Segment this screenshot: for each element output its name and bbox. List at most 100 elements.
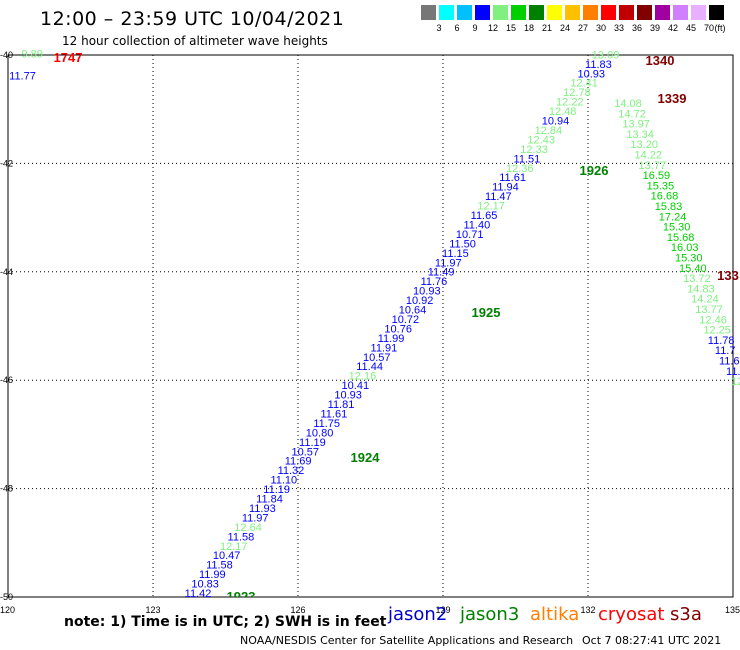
swh-observation: 12.22 <box>556 97 584 109</box>
x-tick-label: 126 <box>290 605 305 615</box>
mission-label-cryosat: cryosat <box>598 604 665 625</box>
swh-observation: 11.78 <box>708 335 735 347</box>
colorbar-swatch <box>619 5 634 20</box>
colorbar-swatch <box>475 5 490 20</box>
swh-observation: 10.57 <box>363 352 391 364</box>
colorbar-swatch <box>421 5 436 20</box>
colorbar-unit: (ft) <box>714 23 726 33</box>
swh-observation: 11.58 <box>228 531 255 543</box>
pass-time-label: 1747 <box>54 50 83 65</box>
swh-observation: 15.83 <box>655 201 683 213</box>
swh-observation: 10.47 <box>213 550 241 562</box>
pass-time-label: 1924 <box>351 450 381 465</box>
swh-observation: 11.77 <box>9 70 36 82</box>
swh-observation: 13.97 <box>622 119 650 131</box>
pass-time-label: 1925 <box>472 305 501 320</box>
colorbar-tick-label: 9 <box>472 23 478 33</box>
y-tick-label: -42 <box>0 158 13 168</box>
swh-observation: 13.72 <box>683 273 711 285</box>
swh-observation: 11.51 <box>514 153 541 165</box>
swh-observation: 15.68 <box>667 232 695 244</box>
colorbar-tick-label: 3 <box>436 23 442 33</box>
colorbar-tick-label: 6 <box>454 23 460 33</box>
swh-observation: 12.33 <box>520 144 548 156</box>
generated-timestamp: Oct 7 08:27:41 UTC 2021 <box>582 634 722 647</box>
colorbar-swatch <box>637 5 652 20</box>
x-tick-label: 129 <box>435 605 450 615</box>
swh-observation: 9.89 <box>21 49 42 61</box>
swh-observation: 14.24 <box>691 294 719 306</box>
swh-observation: 12.17 <box>477 201 505 213</box>
colorbar-tick-label: 70 <box>703 23 714 33</box>
swh-observation: 11.61 <box>320 408 347 420</box>
colorbar-swatch <box>529 5 544 20</box>
x-tick-label: 120 <box>0 605 15 615</box>
colorbar-tick-label: 36 <box>631 23 642 33</box>
swh-observation: 11.19 <box>299 437 326 449</box>
colorbar-tick-label: 12 <box>487 23 498 33</box>
swh-observation: 10.83 <box>191 579 219 591</box>
chart-subtitle: 12 hour collection of altimeter wave hei… <box>62 34 328 48</box>
swh-observation: 12.25 <box>703 325 731 337</box>
swh-observation: 11.65 <box>471 210 498 222</box>
colorbar-tick-label: 18 <box>523 23 534 33</box>
swh-observation: 15.35 <box>647 180 675 192</box>
observations-layer: 9.8911.7711.4210.8311.9911.5810.4712.171… <box>9 49 740 597</box>
swh-observation: 11.97 <box>242 512 269 524</box>
swh-observation: 11.76 <box>421 276 448 288</box>
pass-time-label: 133 <box>717 268 739 283</box>
swh-observation: 12.17 <box>220 541 248 553</box>
swh-observation: 11.49 <box>428 267 455 279</box>
swh-observation: 11.7 <box>715 345 736 357</box>
swh-observation: 16.59 <box>643 170 671 182</box>
colorbar-swatch <box>583 5 598 20</box>
y-tick-label: -40 <box>0 50 13 60</box>
colorbar-swatch <box>565 5 580 20</box>
colorbar-swatch <box>691 5 706 20</box>
swh-observation: 13.77 <box>639 160 667 172</box>
pass-time-label: 1340 <box>646 53 675 68</box>
swh-observation: 11.93 <box>249 503 276 515</box>
swh-observation: 15.30 <box>663 222 691 234</box>
y-tick-label: -44 <box>0 267 13 277</box>
colorbar-swatch <box>673 5 688 20</box>
swh-observation: 16.68 <box>651 191 679 203</box>
colorbar-swatch <box>493 5 508 20</box>
colorbar-tick-label: 45 <box>685 23 696 33</box>
swh-observation: 10.92 <box>406 295 434 307</box>
swh-observation: 15.30 <box>675 253 703 265</box>
swh-observation: 11.58 <box>206 560 233 572</box>
swh-observation: 11.99 <box>378 333 405 345</box>
y-tick-label: -50 <box>0 592 13 602</box>
swh-observation: 11.99 <box>199 569 226 581</box>
swh-observation: 10.76 <box>384 323 412 335</box>
swh-observation: 11.75 <box>313 418 340 430</box>
colorbar-swatch <box>439 5 454 20</box>
x-tick-label: 132 <box>580 605 595 615</box>
y-tick-label: -48 <box>0 484 13 494</box>
colorbar-tick-label: 39 <box>649 23 660 33</box>
colorbar-tick-label: 42 <box>667 23 678 33</box>
colorbar-swatch <box>457 5 472 20</box>
swh-observation: 16.03 <box>671 242 699 254</box>
swh-observation: 11.47 <box>485 191 512 203</box>
colorbar-swatch <box>655 5 670 20</box>
swh-observation: 11.6 <box>719 356 740 368</box>
swh-observation: 12.36 <box>506 163 534 175</box>
swh-observation: 10.93 <box>413 286 441 298</box>
swh-observation: 11.69 <box>285 456 312 468</box>
swh-observation: 11.84 <box>256 494 283 506</box>
pass-time-label: 1926 <box>580 163 609 178</box>
swh-observation: 12.64 <box>234 522 262 534</box>
mission-label-jason3: jason3 <box>460 604 520 625</box>
chart-title: 12:00 – 23:59 UTC 10/04/2021 <box>40 8 345 30</box>
swh-observation: 10.71 <box>456 229 484 241</box>
pass-time-label: 1339 <box>658 91 687 106</box>
swh-observation: 11.94 <box>492 182 519 194</box>
mission-label-jason2: jason2 <box>388 604 448 625</box>
swh-observation: 10.93 <box>334 390 362 402</box>
mission-label-altika: altika <box>530 604 580 625</box>
swh-observation: 12.84 <box>535 125 563 137</box>
colorbar-tick-label: 24 <box>559 23 570 33</box>
